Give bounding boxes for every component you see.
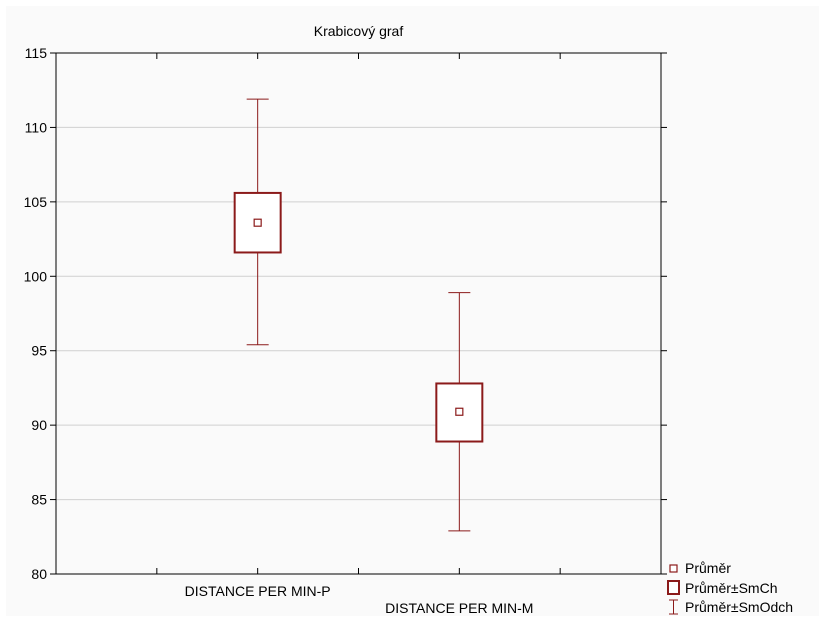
mean-marker — [455, 407, 464, 416]
box-group — [435, 292, 484, 532]
box-chart: Krabicový graf 80 85 90 95 100 105 110 115 DIST… — [24, 23, 793, 616]
category-label: DISTANCE PER MIN-M — [385, 600, 533, 616]
y-tick-label: 80 — [31, 566, 47, 582]
y-tick-label: 110 — [25, 119, 48, 135]
legend-symbol-mean — [669, 564, 678, 573]
axis-layer: 80 85 90 95 100 105 110 115 — [24, 45, 667, 582]
y-tick-label: 85 — [31, 492, 47, 508]
y-tick-label: 90 — [31, 417, 47, 433]
legend-label: Průměr±SmOdch — [685, 599, 793, 615]
legend-symbol-box — [667, 580, 680, 595]
chart-title: Krabicový graf — [314, 23, 404, 39]
box-group — [233, 98, 282, 346]
label-layer: DISTANCE PER MIN-P DISTANCE PER MIN-M — [185, 583, 534, 616]
y-tick-label: 105 — [24, 194, 48, 210]
grid-layer — [56, 126, 661, 501]
mean-marker — [253, 218, 262, 227]
y-tick-label: 115 — [25, 45, 48, 61]
legend-label: Průměr — [685, 560, 731, 576]
category-label: DISTANCE PER MIN-P — [185, 583, 331, 599]
y-tick-label: 100 — [24, 268, 48, 284]
legend: Průměr Průměr±SmCh Průměr±SmOdch — [667, 560, 793, 615]
chart-frame: Krabicový graf 80 85 90 95 100 105 110 115 DIST… — [6, 6, 819, 616]
legend-label: Průměr±SmCh — [685, 580, 777, 596]
plot-border — [55, 52, 662, 575]
box-layer — [233, 98, 484, 532]
y-tick-label: 95 — [31, 343, 47, 359]
